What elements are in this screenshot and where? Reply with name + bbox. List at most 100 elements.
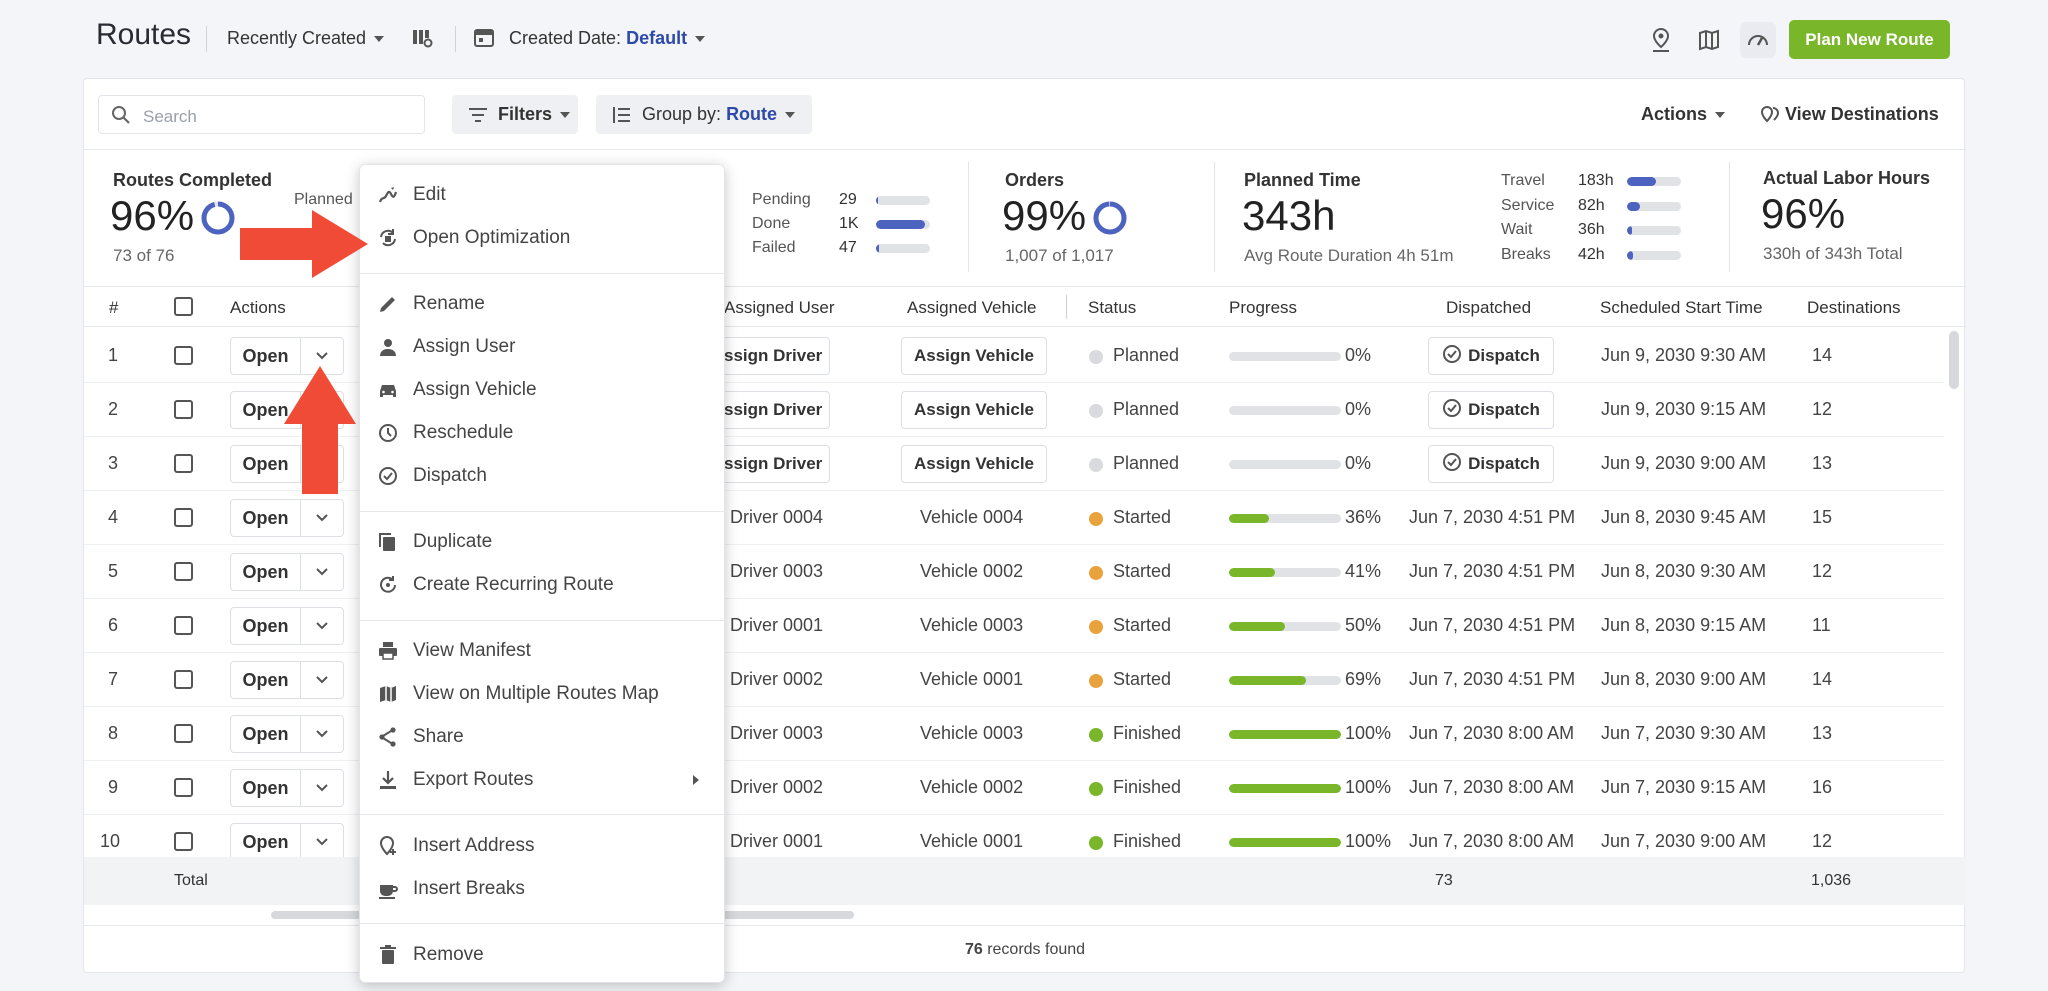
- assign-vehicle-button[interactable]: Assign Vehicle: [901, 445, 1047, 483]
- open-button[interactable]: Open: [231, 608, 301, 644]
- table-row[interactable]: 6 Open Driver 0001 Vehicle 0003 Started 50% Ju…: [84, 599, 1944, 653]
- open-button[interactable]: Open: [231, 338, 301, 374]
- menu-item-insert-breaks[interactable]: Insert Breaks: [360, 869, 726, 909]
- col-progress[interactable]: Progress: [1229, 298, 1298, 317]
- open-button[interactable]: Open: [231, 554, 301, 590]
- menu-item-duplicate[interactable]: Duplicate: [360, 522, 726, 562]
- progress-text: 69%: [1345, 669, 1382, 689]
- group-by-label: Group by:: [642, 104, 722, 124]
- row-checkbox[interactable]: [174, 778, 193, 797]
- open-button-group[interactable]: Open: [230, 715, 344, 753]
- open-button-group[interactable]: Open: [230, 607, 344, 645]
- records-count: 76: [964, 941, 983, 958]
- table-row[interactable]: 9 Open Driver 0002 Vehicle 0002 Finished 100%…: [84, 761, 1944, 815]
- open-button[interactable]: Open: [231, 446, 301, 482]
- status-dot: [1089, 566, 1103, 580]
- dispatch-button[interactable]: Dispatch: [1428, 445, 1554, 483]
- row-checkbox[interactable]: [174, 724, 193, 743]
- row-checkbox[interactable]: [174, 562, 193, 581]
- menu-item-view-on-multiple-routes-map[interactable]: View on Multiple Routes Map: [360, 674, 726, 714]
- chevron-down-icon[interactable]: [301, 608, 343, 644]
- open-button[interactable]: Open: [231, 662, 301, 698]
- table-row[interactable]: 2 Open Assign Driver Assign Vehicle Planned 0…: [84, 383, 1944, 437]
- dispatch-button[interactable]: Dispatch: [1428, 391, 1554, 429]
- menu-item-dispatch[interactable]: Dispatch: [360, 456, 726, 496]
- menu-item-remove[interactable]: Remove: [360, 935, 726, 975]
- table-row[interactable]: 1 Open Assign Driver Assign Vehicle Planned 0…: [84, 329, 1944, 383]
- menu-item-rename[interactable]: Rename: [360, 284, 726, 324]
- assign-driver-button[interactable]: Assign Driver: [704, 391, 830, 429]
- menu-item-insert-address[interactable]: Insert Address: [360, 826, 726, 866]
- row-checkbox[interactable]: [174, 400, 193, 419]
- search-input[interactable]: Search: [98, 95, 425, 134]
- chevron-down-icon[interactable]: [301, 554, 343, 590]
- chevron-down-icon[interactable]: [301, 500, 343, 536]
- vertical-scrollbar[interactable]: [1949, 331, 1959, 389]
- menu-item-create-recurring-route[interactable]: Create Recurring Route: [360, 565, 726, 605]
- chevron-down-icon[interactable]: [301, 716, 343, 752]
- open-button-group[interactable]: Open: [230, 499, 344, 537]
- assign-driver-button[interactable]: Assign Driver: [704, 445, 830, 483]
- table-row[interactable]: 7 Open Driver 0002 Vehicle 0001 Started 69% Ju…: [84, 653, 1944, 707]
- col-scheduled-start[interactable]: Scheduled Start Time: [1600, 298, 1763, 317]
- sort-dropdown[interactable]: Recently Created: [227, 28, 385, 49]
- filters-button[interactable]: Filters: [452, 95, 578, 134]
- row-checkbox[interactable]: [174, 454, 193, 473]
- col-assigned-vehicle[interactable]: Assigned Vehicle: [907, 298, 1037, 317]
- row-checkbox[interactable]: [174, 670, 193, 689]
- menu-item-assign-vehicle[interactable]: Assign Vehicle: [360, 370, 726, 410]
- select-all-checkbox[interactable]: [174, 297, 193, 316]
- row-checkbox[interactable]: [174, 346, 193, 365]
- view-destinations-button[interactable]: View Destinations: [1759, 104, 1939, 125]
- open-button[interactable]: Open: [231, 500, 301, 536]
- row-checkbox[interactable]: [174, 616, 193, 635]
- map-view-icon[interactable]: [1691, 22, 1727, 58]
- col-actions[interactable]: Actions: [230, 298, 286, 317]
- open-button-group[interactable]: Open: [230, 553, 344, 591]
- actions-dropdown[interactable]: Actions: [1641, 104, 1726, 125]
- printer-icon: [377, 640, 399, 667]
- table-row[interactable]: 10 Open Driver 0001 Vehicle 0001 Finished 100…: [84, 815, 1944, 869]
- menu-item-view-manifest[interactable]: View Manifest: [360, 631, 726, 671]
- date-filter-dropdown[interactable]: Created Date: Default: [509, 28, 706, 49]
- assign-vehicle-button[interactable]: Assign Vehicle: [901, 337, 1047, 375]
- table-row[interactable]: 8 Open Driver 0003 Vehicle 0003 Finished 100%…: [84, 707, 1944, 761]
- menu-item-reschedule[interactable]: Reschedule: [360, 413, 726, 453]
- menu-item-assign-user[interactable]: Assign User: [360, 327, 726, 367]
- col-dispatched[interactable]: Dispatched: [1446, 298, 1532, 317]
- menu-item-share[interactable]: Share: [360, 717, 726, 757]
- assigned-user: Driver 0004: [730, 507, 824, 527]
- row-checkbox[interactable]: [174, 832, 193, 851]
- open-button[interactable]: Open: [231, 770, 301, 806]
- table-row[interactable]: 3 Open Assign Driver Assign Vehicle Planned 0…: [84, 437, 1944, 491]
- plan-new-route-button[interactable]: Plan New Route: [1789, 20, 1950, 59]
- location-pin-icon[interactable]: [1643, 22, 1679, 58]
- menu-item-edit[interactable]: Edit: [360, 175, 726, 215]
- row-checkbox[interactable]: [174, 508, 193, 527]
- open-button[interactable]: Open: [231, 824, 301, 860]
- assign-driver-button[interactable]: Assign Driver: [704, 337, 830, 375]
- open-button-group[interactable]: Open: [230, 769, 344, 807]
- col-status[interactable]: Status: [1088, 298, 1137, 317]
- group-by-dropdown[interactable]: Group by: Route: [596, 95, 812, 134]
- chevron-down-icon[interactable]: [301, 662, 343, 698]
- chevron-down-icon[interactable]: [301, 338, 343, 374]
- table-row[interactable]: 5 Open Driver 0003 Vehicle 0002 Started 41% Ju…: [84, 545, 1944, 599]
- chevron-down-icon[interactable]: [301, 824, 343, 860]
- menu-item-export-routes[interactable]: Export Routes: [360, 760, 726, 800]
- column-settings-icon[interactable]: [410, 26, 434, 50]
- open-button-group[interactable]: Open: [230, 823, 344, 861]
- open-button-group[interactable]: Open: [230, 337, 344, 375]
- col-assigned-user[interactable]: Assigned User: [724, 298, 835, 317]
- date-filter-label: Created Date:: [509, 28, 622, 48]
- open-button-group[interactable]: Open: [230, 661, 344, 699]
- dashboard-gauge-icon[interactable]: [1740, 22, 1776, 58]
- chevron-down-icon[interactable]: [301, 770, 343, 806]
- table-row[interactable]: 4 Open Driver 0004 Vehicle 0004 Started 36% Ju…: [84, 491, 1944, 545]
- dispatch-button[interactable]: Dispatch: [1428, 337, 1554, 375]
- assign-vehicle-button[interactable]: Assign Vehicle: [901, 391, 1047, 429]
- menu-item-open-optimization[interactable]: Open Optimization: [360, 218, 726, 258]
- open-button[interactable]: Open: [231, 716, 301, 752]
- col-destinations[interactable]: Destinations: [1807, 298, 1901, 317]
- status-text: Planned: [1113, 453, 1180, 473]
